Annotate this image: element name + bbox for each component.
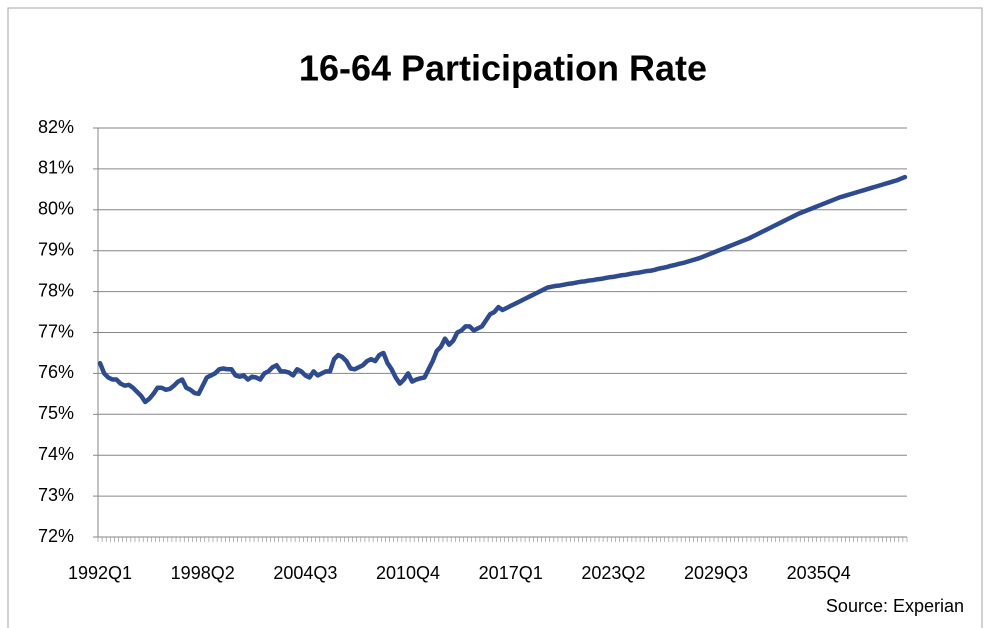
source-note: Source: Experian xyxy=(826,596,964,616)
chart-title: 16-64 Participation Rate xyxy=(299,48,707,89)
x-tick-label: 2029Q3 xyxy=(684,563,748,583)
y-tick-label: 74% xyxy=(38,444,74,464)
y-tick-label: 78% xyxy=(38,280,74,300)
data-line xyxy=(97,174,908,405)
x-tick-label: 1992Q1 xyxy=(68,563,132,583)
y-tick-label: 82% xyxy=(38,117,74,137)
x-tick-label: 2017Q1 xyxy=(479,563,543,583)
y-tick-label: 81% xyxy=(38,158,74,178)
y-tick-label: 75% xyxy=(38,403,74,423)
y-tick-label: 77% xyxy=(38,321,74,341)
x-tick-label: 1998Q2 xyxy=(171,563,235,583)
y-tick-label: 79% xyxy=(38,239,74,259)
x-tick-label: 2023Q2 xyxy=(581,563,645,583)
y-tick-label: 72% xyxy=(38,526,74,546)
chart-border xyxy=(7,7,983,628)
y-tick-label: 73% xyxy=(38,485,74,505)
y-tick-label: 76% xyxy=(38,362,74,382)
x-tick-label: 2035Q4 xyxy=(787,563,851,583)
x-tick-label: 2004Q3 xyxy=(273,563,337,583)
y-tick-label: 80% xyxy=(38,199,74,219)
x-tick-label: 2010Q4 xyxy=(376,563,440,583)
